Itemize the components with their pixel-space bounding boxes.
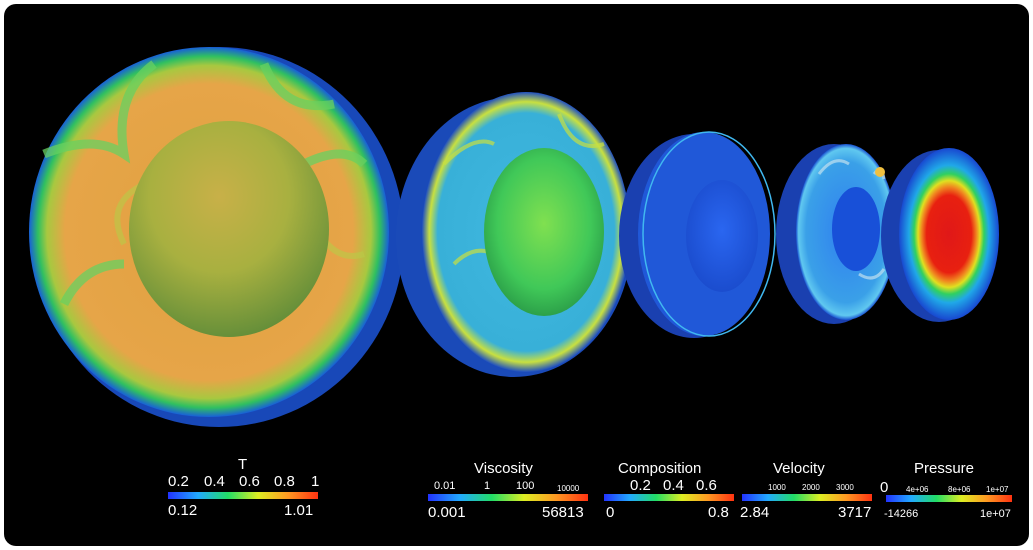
colorbar-title: Velocity	[773, 460, 825, 477]
color-ramp	[604, 494, 734, 501]
tick-label: 10000	[557, 484, 580, 493]
tick-label: 1	[311, 473, 320, 490]
max-label: 56813	[542, 504, 584, 521]
tick-label: 0.8	[274, 473, 295, 490]
min-label: 0.12	[168, 502, 198, 519]
tick-label: 0.6	[239, 473, 260, 490]
tick-label: 3000	[836, 483, 854, 492]
tick-label: 100	[516, 480, 535, 492]
tick-label: 1000	[768, 483, 786, 492]
tick-label: 0.2	[168, 473, 189, 490]
temperature-sphere	[29, 47, 404, 427]
temperature-colorbar: T 0.2 0.4 0.6 0.8 1 0.12 1.01	[164, 456, 324, 526]
color-ramp	[168, 492, 318, 499]
viscosity-sphere	[396, 92, 632, 377]
colorbar-title: Composition	[618, 460, 702, 477]
tick-label: 4e+06	[906, 485, 929, 494]
color-ramp	[742, 494, 872, 501]
tick-label: 2000	[802, 483, 820, 492]
color-ramp	[428, 494, 588, 501]
velocity-colorbar: Velocity 1000 2000 3000 2.84 3717	[738, 456, 876, 526]
tick-label: 0.4	[204, 473, 225, 490]
max-label: 1e+07	[980, 508, 1011, 520]
tick-label: 0.01	[434, 480, 456, 492]
min-label: -14266	[884, 508, 919, 520]
pressure-colorbar: Pressure 0 4e+06 8e+06 1e+07 -14266 1e+0…	[876, 456, 1026, 526]
tick-label: 8e+06	[948, 485, 971, 494]
colorbar-title: T	[238, 456, 248, 473]
tick-label: 0.6	[696, 477, 717, 494]
tick-label: 1e+07	[986, 485, 1009, 494]
colorbar-title: Viscosity	[474, 460, 533, 477]
composition-colorbar: Composition 0.2 0.4 0.6 0 0.8	[600, 456, 738, 526]
tick-label: 0.4	[663, 477, 684, 494]
tick-label: 1	[484, 480, 491, 492]
min-label: 2.84	[740, 504, 770, 521]
colorbar-title: Pressure	[914, 460, 975, 477]
max-label: 0.8	[708, 504, 729, 521]
tick-label: 0.2	[630, 477, 651, 494]
max-label: 3717	[838, 504, 872, 521]
mantle-convection-scene	[29, 47, 999, 427]
max-label: 1.01	[284, 502, 314, 519]
velocity-sphere	[776, 144, 896, 324]
composition-sphere	[619, 131, 776, 338]
min-label: 0.001	[428, 504, 466, 521]
viscosity-colorbar: Viscosity 0.01 1 100 10000 0.001 56813	[424, 456, 594, 526]
min-label: 0	[606, 504, 615, 521]
color-ramp	[886, 495, 1012, 502]
visualization-frame: T 0.2 0.4 0.6 0.8 1 0.12 1.01 Viscosity …	[4, 4, 1029, 546]
zero-label: 0	[880, 479, 889, 496]
pressure-sphere	[881, 148, 999, 322]
